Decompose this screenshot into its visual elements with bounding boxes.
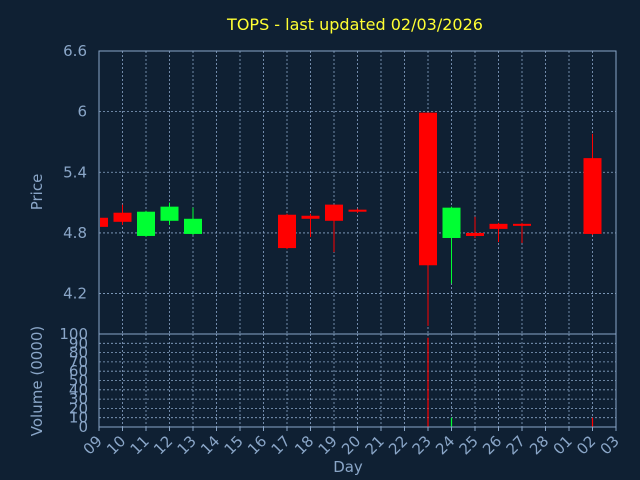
candle-09 — [98, 217, 108, 227]
candle-02 — [583, 133, 602, 235]
candle-20 — [348, 208, 367, 213]
price-tick-label: 6.6 — [63, 42, 87, 60]
candle-body — [113, 212, 132, 222]
candle-body — [489, 223, 508, 229]
volume-axis-label: Volume (0000) — [28, 326, 46, 436]
volume-tick-label: 50 — [69, 372, 88, 390]
candle-13 — [184, 207, 202, 235]
candle-body — [137, 211, 155, 236]
candle-10 — [113, 204, 132, 225]
candle-body — [513, 223, 531, 226]
volume-tick-label: 10 — [69, 409, 88, 427]
candle-body — [466, 232, 484, 236]
candle-18 — [301, 213, 320, 237]
volume-tick-label: 70 — [69, 353, 88, 371]
x-axis-label: Day — [333, 458, 363, 476]
candle-19 — [325, 204, 343, 253]
chart-title: TOPS - last updated 02/03/2026 — [226, 15, 483, 34]
volume-panel-frame — [98, 333, 617, 428]
candle-12 — [160, 202, 179, 225]
candle-body — [100, 217, 108, 227]
price-axis-label: Price — [28, 174, 46, 211]
candle-26 — [489, 222, 508, 243]
candle-body — [325, 204, 343, 221]
candle-body — [583, 158, 602, 234]
candle-body — [184, 218, 202, 234]
price-tick-label: 5.4 — [63, 163, 87, 181]
candle-25 — [466, 216, 484, 238]
candle-27 — [513, 222, 531, 244]
volume-tick-label: 90 — [69, 334, 88, 352]
price-tick-labels: 6.6 6 5.4 4.8 4.2 — [63, 42, 87, 303]
candle-17 — [278, 213, 296, 250]
volume-tick-label: 60 — [69, 362, 88, 380]
candle-23 — [419, 112, 437, 326]
volume-tick-label: 20 — [69, 399, 88, 417]
price-candles — [98, 112, 602, 326]
volume-tick-label: 0 — [78, 418, 88, 436]
volume-tick-label: 40 — [69, 381, 88, 399]
volume-tick-label: 100 — [59, 325, 88, 343]
candle-body — [348, 209, 367, 212]
volume-grid — [99, 334, 616, 427]
price-tick-label: 4.8 — [63, 224, 87, 242]
candle-body — [278, 214, 296, 249]
price-tick-label: 4.2 — [63, 285, 87, 303]
candle-11 — [137, 210, 155, 237]
candle-body — [442, 207, 461, 238]
candle-body — [160, 206, 179, 221]
candle-body — [419, 112, 437, 266]
candle-24 — [442, 206, 461, 284]
candle-body — [301, 215, 320, 219]
volume-tick-label: 30 — [69, 390, 88, 408]
volume-tick-label: 80 — [69, 344, 88, 362]
volume-bars — [427, 337, 594, 427]
price-tick-label: 6 — [77, 103, 87, 121]
